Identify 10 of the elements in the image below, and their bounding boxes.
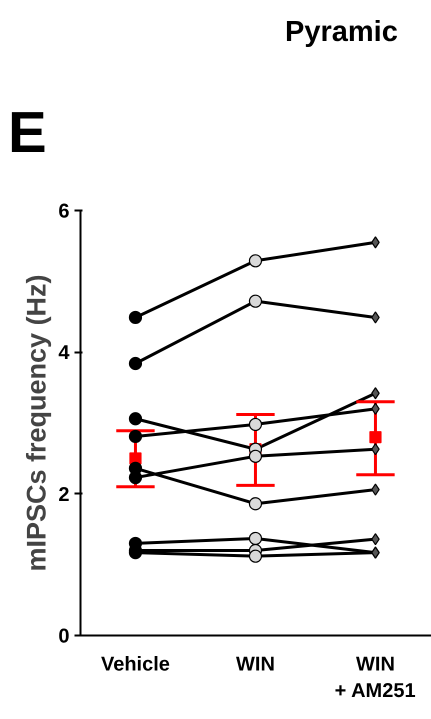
text: E [8, 100, 47, 165]
x-tick-label: WIN + AM251 [334, 654, 416, 702]
y-tick-label: 2 [58, 484, 70, 506]
y-axis-title: mIPSCs frequency (Hz) [21, 274, 52, 572]
y-tick-label: 4 [58, 342, 70, 364]
x-tick-label: WIN [236, 654, 275, 676]
y-tick-label: 6 [58, 200, 70, 222]
chart-title: Pyramic [285, 15, 398, 50]
x-tick-label: Vehicle [100, 654, 170, 676]
y-tick-label: 0 [58, 626, 70, 648]
